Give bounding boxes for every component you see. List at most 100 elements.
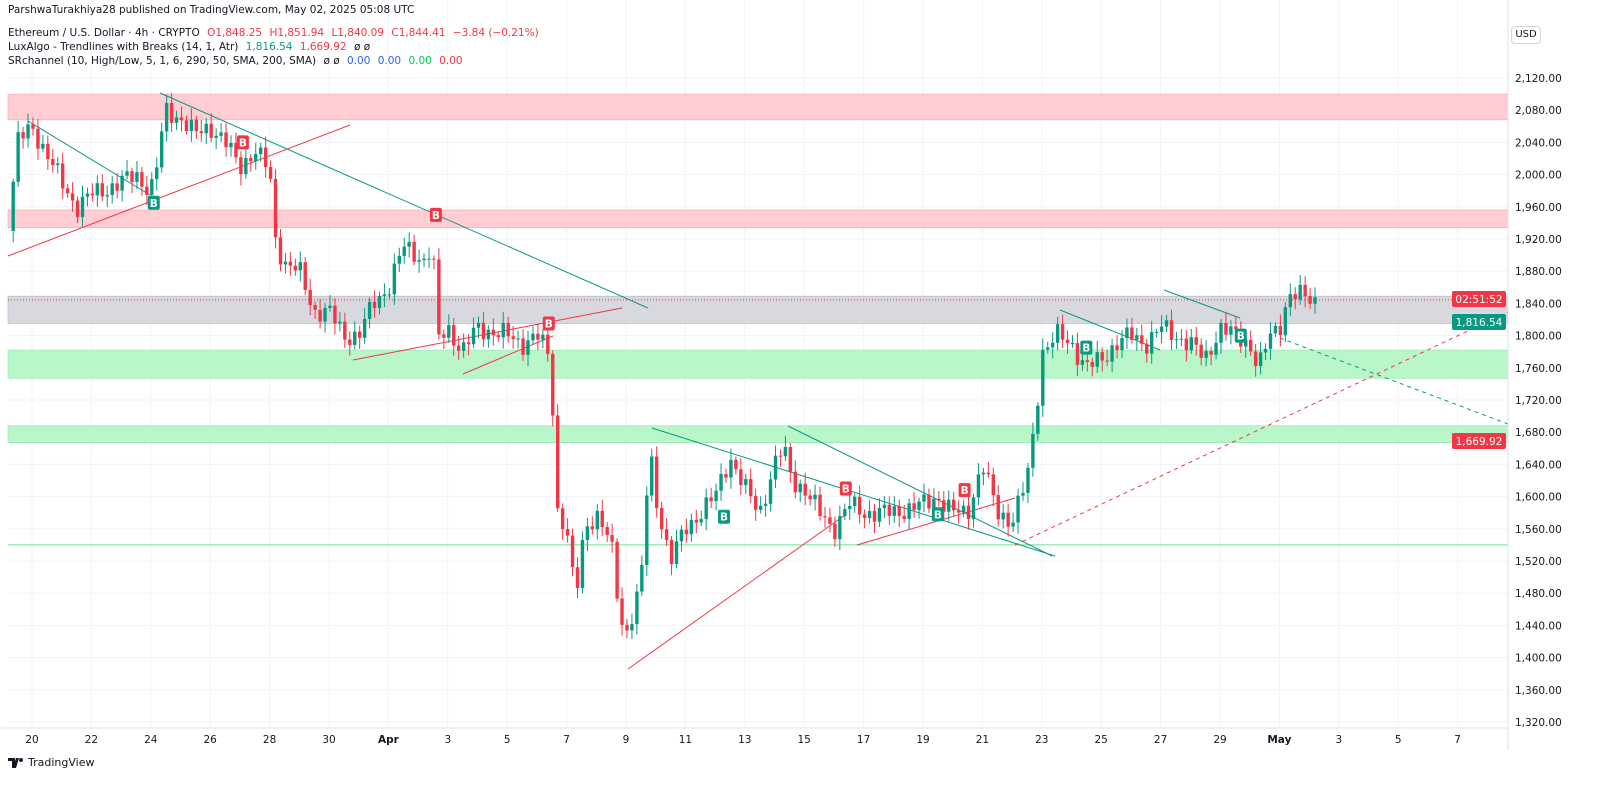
candle-body (1011, 522, 1015, 527)
candle-body (808, 495, 812, 500)
price-tick-label: 1,960.00 (1515, 202, 1562, 214)
candle-body (734, 459, 738, 470)
indicator-legend-srchannel[interactable]: SRchannel (10, High/Low, 5, 1, 6, 290, 5… (8, 55, 467, 67)
candle-body (1060, 324, 1065, 340)
trendline-projection-lower (1014, 311, 1509, 546)
candle-body (140, 172, 144, 187)
candle-body (793, 471, 797, 493)
indicator-value: 0.00 (377, 55, 402, 67)
candle-body (244, 157, 248, 175)
candle-body (684, 529, 689, 535)
candle-body (724, 474, 728, 478)
candle-body (1288, 294, 1292, 308)
currency-button[interactable]: USD (1511, 26, 1541, 44)
candle-body (783, 447, 788, 457)
candle-body (996, 495, 1000, 520)
break-label-text: B (239, 137, 247, 149)
candle-body (318, 309, 322, 322)
candle-body (145, 186, 149, 195)
break-label-text: B (545, 319, 553, 331)
candle-body (1189, 337, 1193, 351)
candle-body (90, 193, 95, 196)
candle-body (471, 327, 476, 345)
candle-body (897, 506, 901, 516)
candle-body (1046, 347, 1050, 350)
candle-body (744, 479, 748, 486)
candle-body (16, 132, 20, 182)
candle-body (862, 514, 867, 519)
candle-body (1120, 338, 1124, 351)
candle-body (610, 535, 614, 542)
candle-body (1115, 345, 1119, 351)
candle-body (1050, 342, 1055, 348)
candle-body (387, 294, 392, 296)
break-label-text: B (961, 485, 969, 497)
candle-body (1016, 495, 1020, 523)
candle-body (155, 167, 159, 180)
candle-body (135, 172, 139, 182)
time-tick-label: 29 (1213, 734, 1226, 746)
lower-trendline-price-label-bg (1452, 433, 1506, 449)
candle-body (966, 505, 971, 520)
candle-body (258, 147, 263, 155)
candle-body (882, 504, 887, 509)
candle-body (516, 338, 520, 340)
candle-body (902, 515, 906, 520)
candle-body (956, 510, 961, 513)
candle-body (1070, 343, 1075, 345)
candle-body (254, 154, 258, 162)
price-tick-label: 2,000.00 (1515, 170, 1562, 182)
candle-body (951, 499, 956, 511)
candle-body (229, 142, 233, 148)
candle-body (709, 497, 713, 502)
time-tick-label: 13 (738, 734, 751, 746)
close-value: C1,844.41 (391, 27, 446, 39)
time-tick-label: Apr (378, 734, 400, 746)
candle-body (585, 526, 590, 540)
candle-body (159, 131, 164, 168)
candle-body (283, 261, 288, 265)
time-tick-label: 7 (1454, 734, 1461, 746)
candle-body (1194, 337, 1198, 345)
candle-body (234, 142, 238, 158)
indicator-legend-luxalgo[interactable]: LuxAlgo - Trendlines with Breaks (14, 1,… (8, 41, 374, 53)
time-tick-label: 17 (857, 734, 870, 746)
symbol-legend[interactable]: Ethereum / U.S. Dollar · 4h · CRYPTO O1,… (8, 27, 543, 39)
candle-body (669, 539, 674, 564)
candle-body (937, 498, 941, 501)
tradingview-logo[interactable]: TradingView (8, 756, 94, 769)
low-value: L1,840.09 (331, 27, 385, 39)
candle-body (942, 500, 946, 512)
candle-body (778, 455, 783, 457)
candle-body (917, 501, 921, 511)
candle-body (174, 117, 179, 123)
candle-body (971, 497, 976, 520)
candle-body (56, 163, 60, 166)
indicator-value-lower: 1,669.92 (299, 41, 347, 53)
candle-body (1085, 360, 1090, 362)
candle-body (1036, 405, 1040, 434)
time-tick-label: 15 (798, 734, 811, 746)
sr-zone-resistance (7, 209, 1509, 229)
candle-body (531, 333, 535, 341)
candle-body (31, 124, 35, 129)
break-label-down (236, 135, 249, 150)
candle-body (753, 496, 758, 510)
candle-body (367, 301, 372, 319)
candle-body (1130, 327, 1134, 340)
countdown-label: 02:51:52 (1455, 294, 1502, 306)
indicator-name: SRchannel (10, High/Low, 5, 1, 6, 290, 5… (8, 55, 317, 67)
candle-body (872, 511, 877, 522)
candle-body (268, 166, 273, 179)
break-label-down (542, 316, 555, 331)
candle-body (580, 539, 585, 589)
time-tick-label: 3 (444, 734, 451, 746)
break-label-text: B (934, 509, 942, 521)
price-tick-label: 1,400.00 (1515, 653, 1562, 665)
price-tick-label: 1,360.00 (1515, 685, 1562, 697)
sr-zone-resistance (7, 93, 1509, 121)
candle-body (362, 318, 367, 338)
candle-body (590, 526, 595, 530)
time-tick-label: 21 (976, 734, 989, 746)
